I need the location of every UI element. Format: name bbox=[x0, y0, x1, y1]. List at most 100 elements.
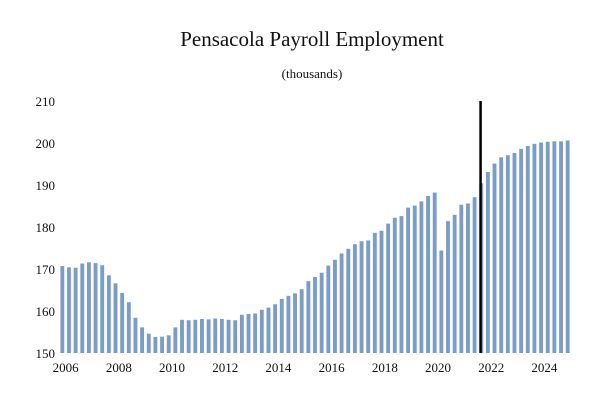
x-tick-label: 2006 bbox=[53, 360, 80, 375]
bar bbox=[259, 309, 264, 353]
bar bbox=[419, 201, 424, 353]
y-tick-label: 160 bbox=[36, 304, 56, 319]
bar bbox=[273, 304, 278, 353]
bar bbox=[492, 163, 497, 353]
bar bbox=[80, 263, 85, 353]
bar bbox=[313, 276, 317, 353]
bar bbox=[86, 262, 91, 353]
x-tick-label: 2018 bbox=[372, 360, 398, 375]
bar bbox=[352, 244, 357, 353]
bar bbox=[539, 142, 544, 353]
x-axis: 2006 2008 2010 2012 2014 2016 2018 2020 2022 2024 bbox=[53, 360, 558, 375]
bar bbox=[545, 141, 550, 353]
bar bbox=[326, 265, 331, 353]
bar bbox=[392, 217, 397, 353]
bar bbox=[93, 263, 98, 353]
bar bbox=[67, 267, 71, 353]
bar bbox=[60, 266, 65, 353]
x-tick-label: 2020 bbox=[425, 360, 451, 375]
bar bbox=[386, 223, 391, 353]
bar bbox=[140, 327, 145, 353]
bar bbox=[432, 192, 437, 353]
bar bbox=[299, 289, 304, 353]
bar bbox=[153, 337, 158, 353]
bar bbox=[306, 281, 311, 353]
bar bbox=[565, 140, 570, 353]
x-tick-label: 2008 bbox=[106, 360, 132, 375]
bar bbox=[319, 272, 324, 353]
bar bbox=[519, 148, 524, 353]
bar bbox=[439, 250, 444, 353]
bar bbox=[133, 317, 138, 353]
bar bbox=[339, 253, 344, 353]
bar bbox=[279, 298, 284, 353]
bar bbox=[186, 320, 191, 353]
chart-title: Pensacola Payroll Employment bbox=[180, 27, 444, 51]
y-tick-label: 200 bbox=[36, 136, 56, 151]
bar bbox=[226, 319, 231, 353]
y-tick-label: 170 bbox=[36, 262, 56, 277]
bar bbox=[552, 141, 557, 353]
bar bbox=[505, 155, 510, 353]
y-tick-label: 210 bbox=[36, 94, 56, 109]
bar bbox=[446, 221, 450, 353]
bar bbox=[333, 259, 337, 353]
bar bbox=[499, 157, 504, 353]
bar bbox=[166, 335, 171, 353]
x-tick-label: 2024 bbox=[531, 360, 558, 375]
bar bbox=[466, 203, 470, 353]
bar bbox=[452, 214, 457, 353]
bar bbox=[106, 275, 111, 353]
y-tick-label: 190 bbox=[36, 178, 56, 193]
bar bbox=[233, 320, 238, 353]
x-tick-label: 2016 bbox=[319, 360, 346, 375]
x-tick-label: 2014 bbox=[265, 360, 292, 375]
bar bbox=[359, 241, 364, 353]
bar bbox=[219, 318, 224, 353]
bar bbox=[412, 205, 417, 353]
bar bbox=[426, 195, 430, 353]
bar bbox=[146, 333, 151, 353]
bar bbox=[459, 204, 464, 353]
bar bbox=[266, 307, 271, 353]
bar bbox=[525, 145, 530, 353]
bar bbox=[160, 336, 164, 353]
bar bbox=[113, 283, 118, 353]
bar bbox=[366, 240, 371, 353]
bar bbox=[372, 232, 377, 353]
bar bbox=[180, 319, 184, 353]
y-tick-label: 180 bbox=[36, 220, 56, 235]
bar bbox=[193, 319, 198, 353]
bar bbox=[406, 207, 411, 353]
x-tick-label: 2010 bbox=[159, 360, 185, 375]
bar bbox=[213, 318, 218, 353]
bar bbox=[286, 295, 291, 353]
bar bbox=[532, 143, 537, 353]
bar bbox=[559, 141, 563, 353]
bar bbox=[293, 293, 297, 353]
y-tick-label: 150 bbox=[36, 346, 56, 361]
bar bbox=[472, 197, 477, 353]
bar bbox=[100, 265, 105, 353]
bar bbox=[485, 171, 490, 353]
bar bbox=[206, 319, 211, 353]
bar bbox=[73, 267, 78, 353]
bar bbox=[399, 216, 404, 353]
x-tick-label: 2022 bbox=[478, 360, 504, 375]
bar bbox=[126, 302, 131, 353]
bar bbox=[173, 327, 178, 353]
bar-series bbox=[60, 140, 570, 353]
bar bbox=[200, 318, 204, 353]
bar bbox=[253, 313, 258, 353]
bar bbox=[239, 314, 244, 353]
chart-subtitle: (thousands) bbox=[282, 66, 343, 81]
bar bbox=[120, 292, 125, 353]
bar bbox=[346, 248, 351, 353]
bar bbox=[512, 153, 517, 353]
bar bbox=[379, 230, 384, 353]
x-tick-label: 2012 bbox=[212, 360, 238, 375]
y-axis: 150 160 170 180 190 200 210 bbox=[36, 94, 56, 361]
bar bbox=[246, 313, 251, 353]
